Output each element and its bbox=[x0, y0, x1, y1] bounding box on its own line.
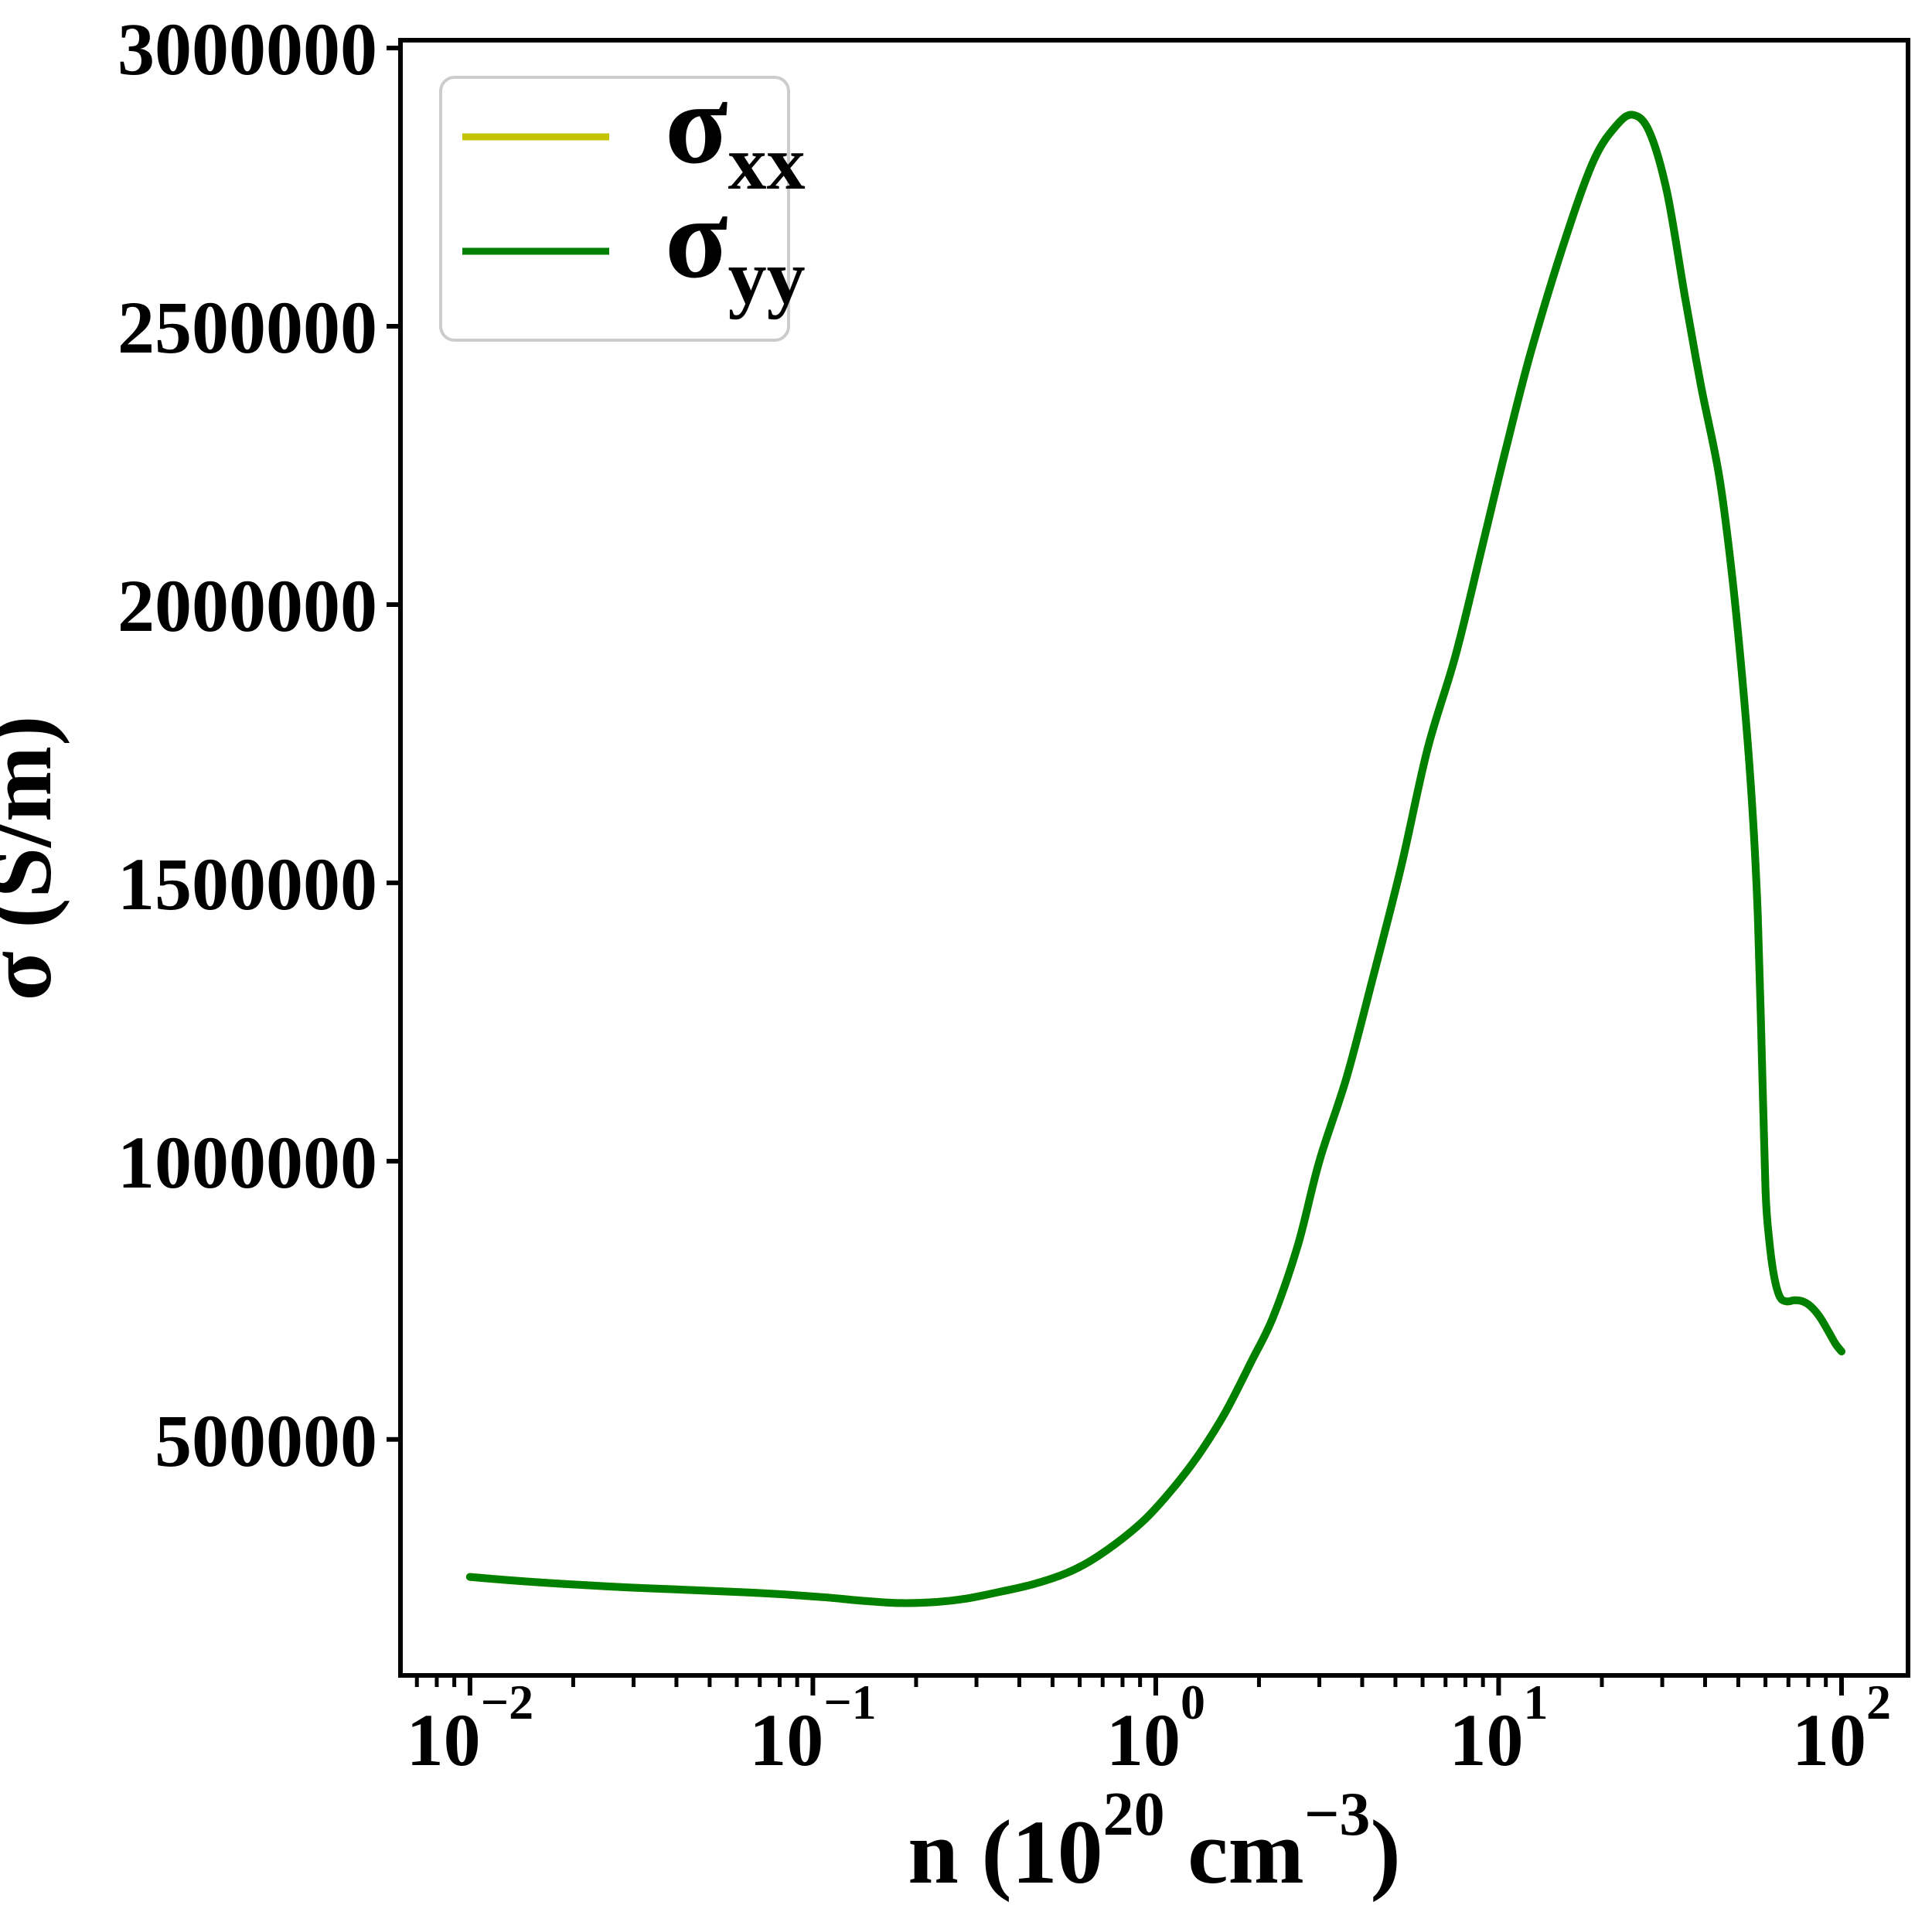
y-axis-label: σ (S/m) bbox=[0, 716, 70, 1001]
x-axis-label: n (1020 cm−3) bbox=[908, 1781, 1400, 1903]
y-tick-label: 1000000 bbox=[118, 1121, 377, 1204]
y-tick-label: 500000 bbox=[155, 1399, 377, 1482]
legend-label-xx: σxx bbox=[665, 60, 806, 206]
ticks-layer: 10−2 10−1 100 101 102 500000 1000000 1500000 200… bbox=[118, 8, 1891, 1781]
y-tick-label: 3000000 bbox=[118, 8, 377, 90]
y-tick-label: 2500000 bbox=[118, 286, 377, 369]
curves-layer bbox=[465, 111, 1845, 1607]
x-tick-label: 102 bbox=[1792, 1675, 1891, 1781]
x-tick-label: 10−2 bbox=[407, 1675, 533, 1781]
legend-box bbox=[439, 76, 790, 342]
curve-sigma-yy bbox=[465, 111, 1845, 1607]
x-tick-label: 101 bbox=[1449, 1675, 1548, 1781]
y-tick-label: 2000000 bbox=[118, 564, 377, 647]
y-tick-label: 1500000 bbox=[118, 843, 377, 925]
x-tick-label: 100 bbox=[1106, 1675, 1205, 1781]
x-tick-label: 10−1 bbox=[749, 1675, 876, 1781]
labels-layer: σ (S/m) n (1020 cm−3) bbox=[0, 716, 1401, 1903]
legend-label-yy: σyy bbox=[665, 174, 806, 320]
